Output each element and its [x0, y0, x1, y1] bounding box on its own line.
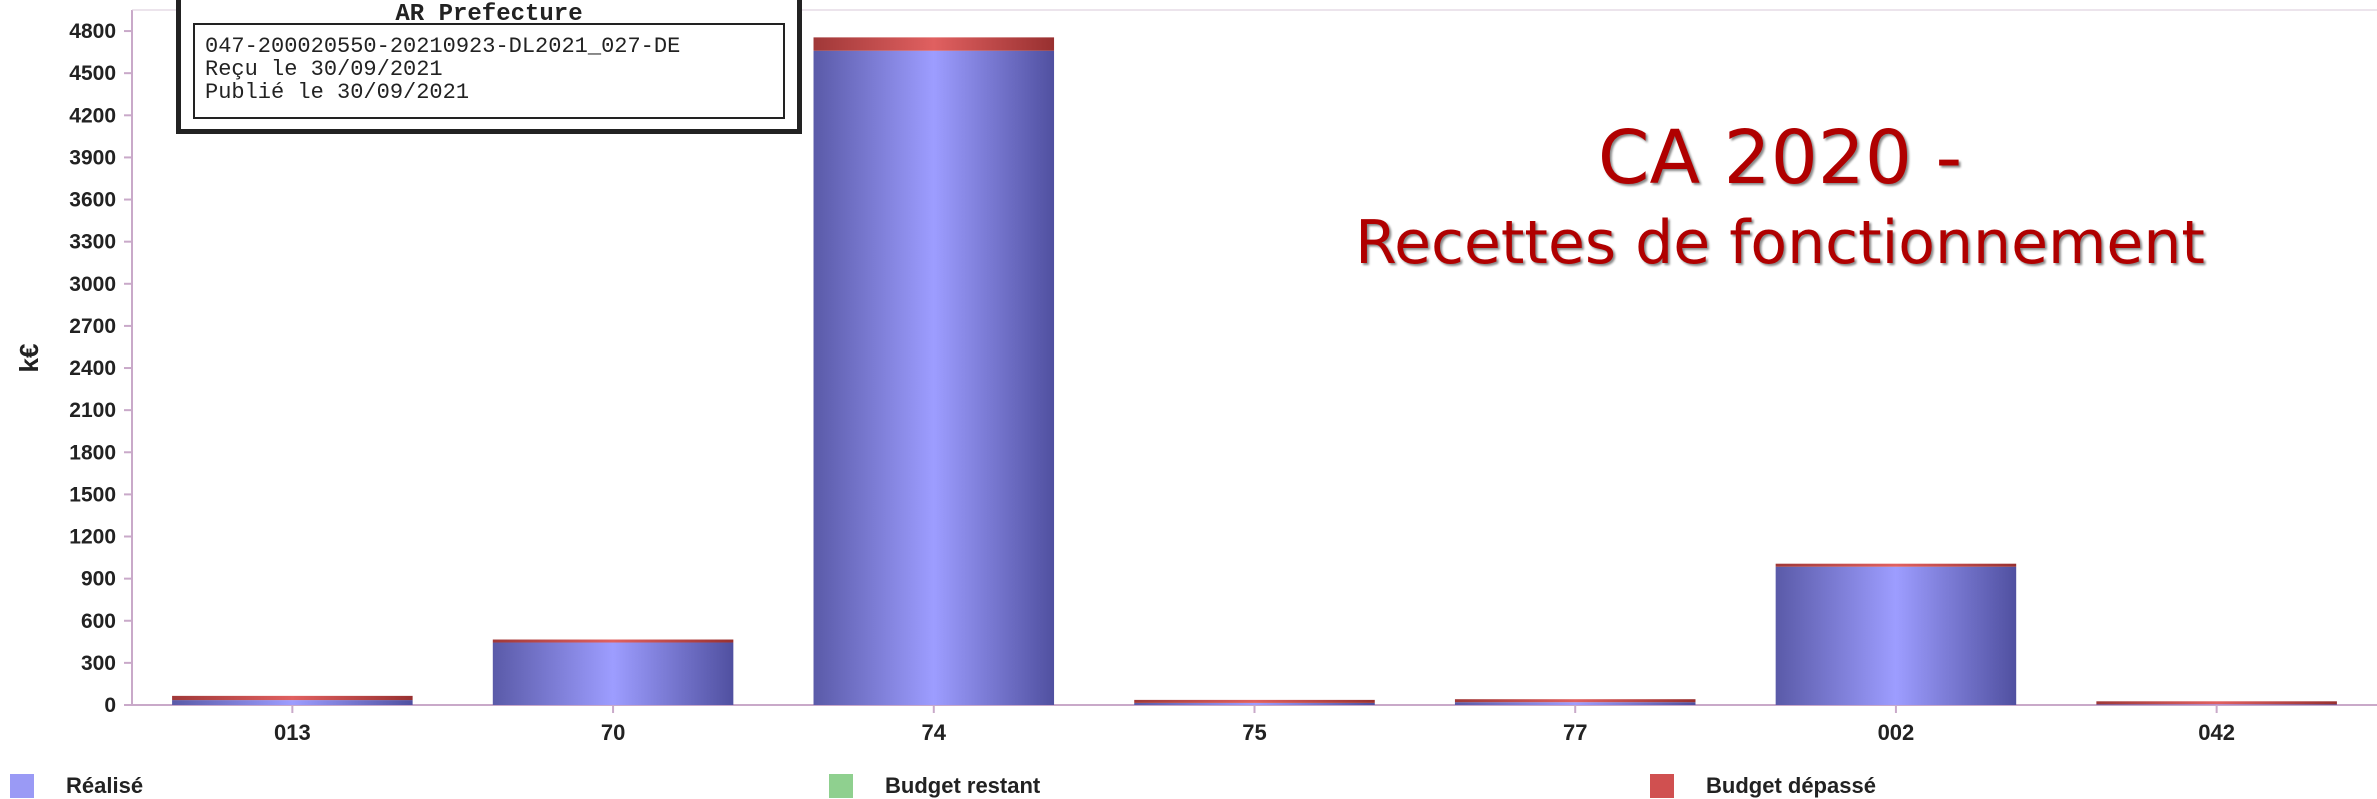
y-tick-label: 900 [81, 568, 116, 591]
bar-realise [492, 642, 734, 705]
y-tick-label: 0 [104, 694, 116, 717]
bar-realise [172, 700, 413, 705]
bar-budget-depasse [1454, 699, 1696, 703]
bar-budget-depasse [1775, 563, 2017, 567]
bar-realise [1454, 702, 1696, 705]
y-tick-label: 4500 [69, 62, 116, 85]
bar-realise [1775, 566, 2017, 705]
legend-swatch-depasse [1650, 774, 1674, 798]
y-tick-label: 1200 [69, 526, 116, 549]
x-tick-label: 75 [1242, 720, 1266, 745]
y-tick-label: 3900 [69, 146, 116, 169]
x-tick-label: 70 [601, 720, 625, 745]
legend-swatch-realise [10, 774, 34, 798]
stamp-line-3: Publié le 30/09/2021 [205, 80, 470, 105]
y-tick-label: 300 [81, 652, 116, 675]
bar-budget-depasse [492, 639, 734, 643]
x-tick-label: 013 [274, 720, 311, 745]
legend-item-budget-restant: Budget restant [829, 773, 1041, 798]
y-tick-label: 4800 [69, 20, 116, 43]
bar-budget-depasse [813, 37, 1055, 51]
y-tick-label: 3600 [69, 189, 116, 212]
stamp-box: 047-200020550-20210923-DL2021_027-DE Reçu… [193, 23, 785, 119]
bar-budget-depasse [172, 695, 413, 701]
y-tick-label: 2100 [69, 399, 116, 422]
stamp-line-2: Reçu le 30/09/2021 [205, 57, 443, 82]
legend-swatch-restant [829, 774, 853, 798]
x-tick-label: 002 [1878, 720, 1915, 745]
legend-item-budget-depasse: Budget dépassé [1650, 773, 1876, 798]
x-tick-label: 77 [1563, 720, 1587, 745]
x-tick-label: 74 [922, 720, 947, 745]
y-axis-label: k€ [14, 344, 44, 373]
bar-realise [2096, 704, 2337, 705]
y-tick-label: 3300 [69, 231, 116, 254]
legend-label-realise: Réalisé [66, 773, 144, 798]
y-tick-label: 1500 [69, 483, 116, 506]
bar-budget-depasse [1134, 699, 1375, 703]
chart-title: CA 2020 - [1597, 115, 1963, 201]
y-tick-label: 2700 [69, 315, 116, 338]
bar-realise [813, 50, 1055, 706]
legend-label-restant: Budget restant [885, 773, 1041, 798]
y-tick-label: 2400 [69, 357, 116, 380]
legend-item-realise: Réalisé [10, 773, 144, 798]
y-tick-label: 4200 [69, 104, 116, 127]
stamp-line-1: 047-200020550-20210923-DL2021_027-DE [205, 34, 681, 59]
y-tick-label: 600 [81, 610, 116, 633]
bar-budget-depasse [2096, 701, 2337, 705]
chart-subtitle: Recettes de fonctionnement [1355, 208, 2205, 278]
y-tick-label: 1800 [69, 441, 116, 464]
legend-label-depasse: Budget dépassé [1706, 773, 1876, 798]
prefecture-stamp: AR Prefecture 047-200020550-20210923-DL2… [176, 0, 802, 134]
y-tick-label: 3000 [69, 273, 116, 296]
x-tick-label: 042 [2198, 720, 2235, 745]
bar-realise [1134, 702, 1375, 705]
